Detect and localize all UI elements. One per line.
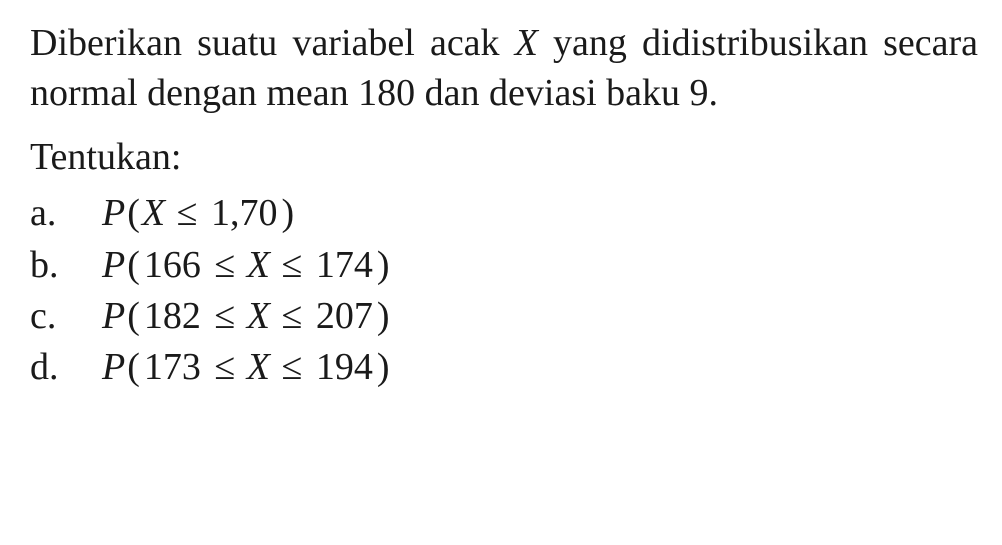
list-item-b: b. P(166 ≤ X ≤ 174) xyxy=(30,240,978,291)
leq-op: ≤ xyxy=(203,295,247,337)
leq-op: ≤ xyxy=(270,244,314,286)
leq-op: ≤ xyxy=(203,244,247,286)
prob-symbol: P xyxy=(102,346,125,388)
list-item-d: d. P(173 ≤ X ≤ 194) xyxy=(30,342,978,393)
lparen: ( xyxy=(125,346,142,388)
list-item-a-expr: P(X ≤ 1,70) xyxy=(102,188,296,239)
lparen: ( xyxy=(125,244,142,286)
list-item-c-expr: P(182 ≤ X ≤ 207) xyxy=(102,291,391,342)
prob-symbol: P xyxy=(102,295,125,337)
list-item-b-expr: P(166 ≤ X ≤ 174) xyxy=(102,240,391,291)
value-2: 207 xyxy=(314,295,375,337)
list-item-c: c. P(182 ≤ X ≤ 207) xyxy=(30,291,978,342)
var-x: X xyxy=(247,295,270,337)
value-1: 182 xyxy=(142,295,203,337)
lparen: ( xyxy=(125,295,142,337)
leq-op: ≤ xyxy=(165,192,209,234)
leq-op: ≤ xyxy=(270,295,314,337)
prob-symbol: P xyxy=(102,192,125,234)
lparen: ( xyxy=(125,192,142,234)
tentukan-heading: Tentukan: xyxy=(30,132,978,182)
leq-op: ≤ xyxy=(203,346,247,388)
leq-op: ≤ xyxy=(270,346,314,388)
list-item-d-expr: P(173 ≤ X ≤ 194) xyxy=(102,342,391,393)
rparen: ) xyxy=(375,346,392,388)
rparen: ) xyxy=(279,192,296,234)
var-x: X xyxy=(247,244,270,286)
rparen: ) xyxy=(375,244,392,286)
list-item-c-enum: c. xyxy=(30,291,102,342)
rparen: ) xyxy=(375,295,392,337)
question-list: a. P(X ≤ 1,70) b. P(166 ≤ X ≤ 174) c. P(… xyxy=(30,188,978,393)
value-2: 174 xyxy=(314,244,375,286)
value-1: 166 xyxy=(142,244,203,286)
value-1: 173 xyxy=(142,346,203,388)
value-1: 1,70 xyxy=(209,192,280,234)
var-x: X xyxy=(142,192,165,234)
list-item-a-enum: a. xyxy=(30,188,102,239)
list-item-b-enum: b. xyxy=(30,240,102,291)
paragraph-text-pre: Diberikan suatu variabel acak xyxy=(30,22,515,64)
problem-paragraph: Diberikan suatu variabel acak X yang di­… xyxy=(30,18,978,118)
list-item-a: a. P(X ≤ 1,70) xyxy=(30,188,978,239)
list-item-d-enum: d. xyxy=(30,342,102,393)
page-content: Diberikan suatu variabel acak X yang di­… xyxy=(0,0,1002,412)
var-x: X xyxy=(247,346,270,388)
prob-symbol: P xyxy=(102,244,125,286)
variable-x: X xyxy=(515,22,538,64)
value-2: 194 xyxy=(314,346,375,388)
